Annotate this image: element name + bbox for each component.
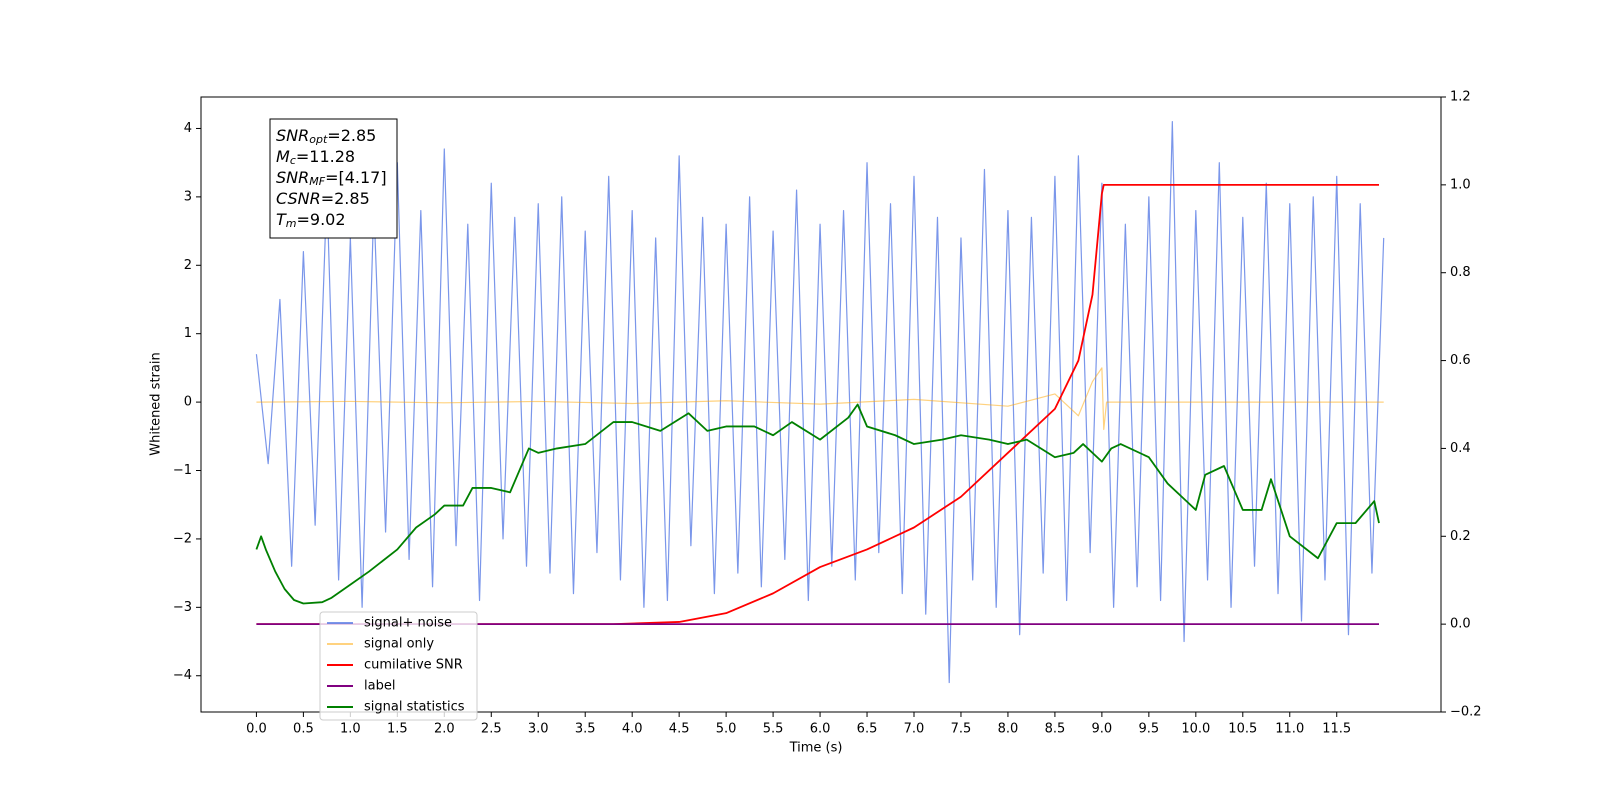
annotation-value: =9.02	[297, 210, 346, 229]
series-line	[256, 367, 1384, 431]
series-line	[255, 121, 1385, 684]
x-tick-label: 3.0	[528, 722, 549, 737]
x-tick-label: 11.0	[1275, 722, 1304, 737]
annotation-frame	[269, 118, 398, 239]
x-tick-label: 1.0	[340, 722, 361, 737]
annotation-value: =2.85	[327, 126, 376, 145]
x-tick-label: 5.0	[716, 722, 737, 737]
legend-label: signal+ noise	[364, 616, 452, 631]
y2-tick-label: 0.8	[1450, 265, 1471, 280]
y-tick-label: −4	[173, 668, 192, 683]
y-tick-label: 2	[184, 258, 192, 273]
annotation-line: SNRopt=2.85	[276, 126, 376, 147]
legend-label: signal statistics	[364, 700, 465, 715]
x-tick-label: 9.5	[1139, 722, 1160, 737]
x-axis-label: Time (s)	[789, 741, 843, 756]
legend-label: label	[364, 679, 395, 694]
annotation-line: Mc=11.28	[276, 147, 355, 168]
y2-tick-label: 0.0	[1450, 617, 1471, 632]
annotation-symbol: CSNR	[276, 189, 321, 208]
x-tick-label: 2.5	[481, 722, 502, 737]
x-tick-label: 7.5	[951, 722, 972, 737]
x-tick-label: 2.0	[434, 722, 455, 737]
y-tick-label: −2	[173, 531, 192, 546]
y2-tick-label: 0.2	[1450, 529, 1471, 544]
y-tick-label: 0	[184, 395, 192, 410]
y-tick-label: 3	[184, 189, 192, 204]
legend-label: signal only	[364, 637, 434, 652]
annotation-value: =2.85	[321, 189, 370, 208]
annotation-line: SNRMF=[4.17]	[276, 168, 387, 189]
annotation-subscript: m	[286, 217, 297, 230]
x-tick-label: 6.5	[857, 722, 878, 737]
x-tick-label: 9.0	[1092, 722, 1113, 737]
x-tick-label: 8.0	[998, 722, 1019, 737]
x-tick-label: 4.0	[622, 722, 643, 737]
annotation-line: Tm=9.02	[276, 210, 346, 231]
x-tick-label: 5.5	[763, 722, 784, 737]
annotation-value: =[4.17]	[325, 168, 387, 187]
annotation-symbol: T	[276, 210, 287, 229]
annotation-subscript: opt	[309, 133, 328, 146]
annotation-box: SNRopt=2.85Mc=11.28SNRMF=[4.17]CSNR=2.85…	[269, 118, 398, 239]
annotation-symbol: SNR	[276, 126, 309, 145]
y2-tick-label: 1.0	[1450, 177, 1471, 192]
x-tick-label: 4.5	[669, 722, 690, 737]
x-tick-label: 10.5	[1228, 722, 1257, 737]
y2-tick-label: 1.2	[1450, 90, 1471, 105]
annotation-line: CSNR=2.85	[276, 189, 370, 208]
y-tick-label: 1	[184, 326, 192, 341]
annotation-subscript: MF	[309, 175, 325, 188]
y2-tick-label: 0.4	[1450, 441, 1471, 456]
axes-frame	[200, 96, 1442, 713]
legend-frame	[319, 611, 478, 721]
legend-label: cumilative SNR	[364, 658, 463, 673]
y-axis-label: Whitened strain	[149, 352, 164, 455]
series-line	[255, 403, 1380, 605]
y2-tick-label: 0.6	[1450, 353, 1471, 368]
annotation-subscript: c	[290, 154, 296, 167]
x-tick-label: 0.5	[293, 722, 314, 737]
x-tick-label: 8.5	[1045, 722, 1066, 737]
y-tick-label: 4	[184, 121, 192, 136]
annotation-symbol: SNR	[276, 168, 309, 187]
x-tick-label: 1.5	[387, 722, 408, 737]
x-tick-label: 7.0	[904, 722, 925, 737]
x-tick-label: 0.0	[246, 722, 267, 737]
x-tick-label: 3.5	[575, 722, 596, 737]
y2-tick-label: −0.2	[1450, 705, 1482, 720]
x-tick-label: 11.5	[1322, 722, 1351, 737]
annotation-value: =11.28	[296, 147, 355, 166]
annotation-symbol: M	[276, 147, 290, 166]
x-tick-label: 6.0	[810, 722, 831, 737]
y-tick-label: −3	[173, 600, 192, 615]
series-line	[256, 183, 1379, 626]
y-tick-label: −1	[173, 463, 192, 478]
legend: signal+ noise signal only cumilative SNR la…	[319, 611, 478, 721]
x-tick-label: 10.0	[1181, 722, 1210, 737]
